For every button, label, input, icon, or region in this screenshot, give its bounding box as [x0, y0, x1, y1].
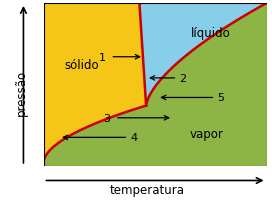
Text: 4: 4	[131, 133, 138, 143]
Text: sólido: sólido	[64, 59, 99, 72]
Text: pressão: pressão	[15, 69, 28, 115]
Text: líquido: líquido	[191, 27, 231, 40]
Text: 2: 2	[180, 74, 187, 83]
Text: 5: 5	[218, 93, 224, 103]
Text: 1: 1	[99, 52, 106, 62]
Text: vapor: vapor	[189, 127, 223, 140]
Text: temperatura: temperatura	[109, 184, 184, 196]
Text: 3: 3	[103, 113, 110, 123]
Polygon shape	[140, 4, 267, 106]
Polygon shape	[44, 4, 146, 166]
Polygon shape	[44, 4, 267, 166]
